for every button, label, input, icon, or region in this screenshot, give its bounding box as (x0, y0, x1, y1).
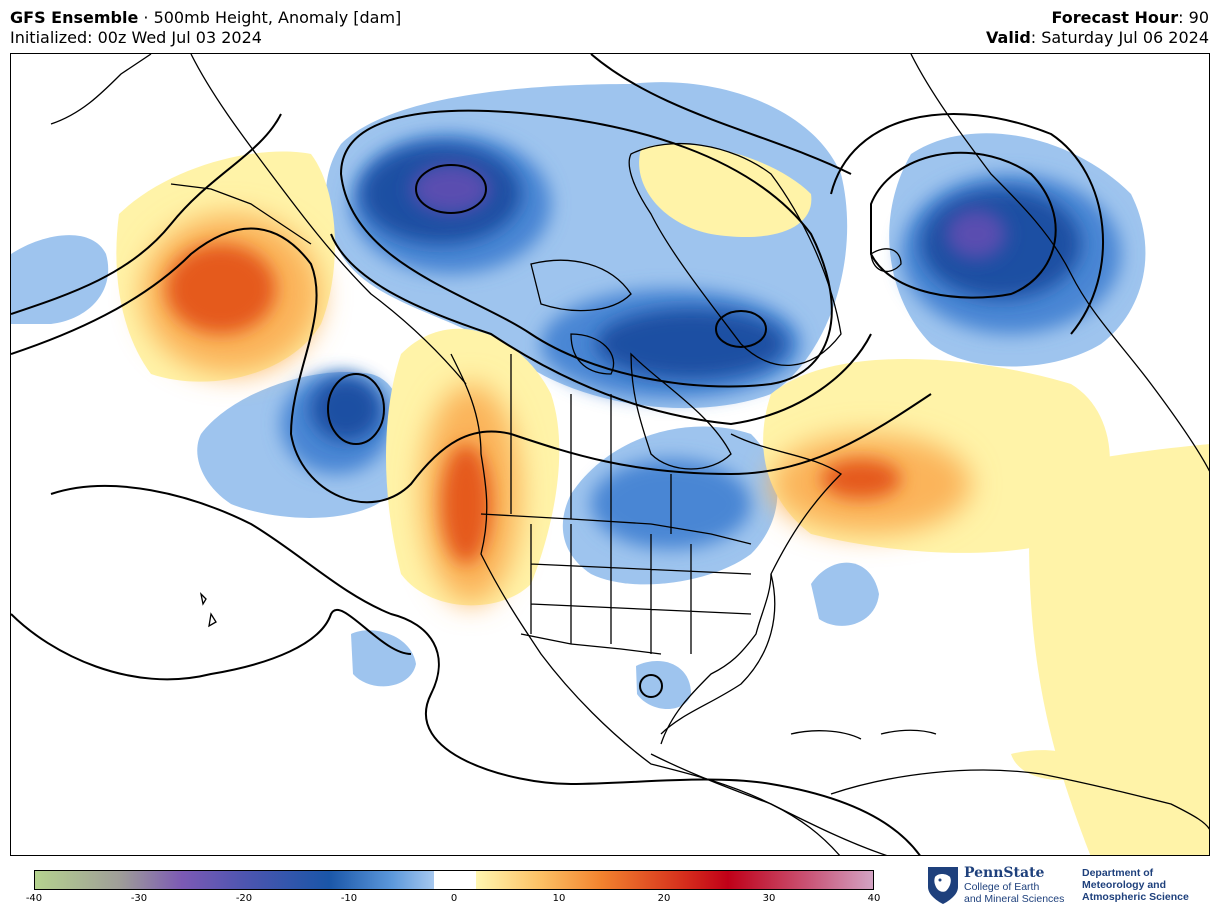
contour-low-arctic (415, 164, 488, 214)
contour-europe-2 (830, 113, 1105, 335)
anomaly-blob-atlantic (811, 562, 879, 626)
coast-caribbean (790, 729, 937, 740)
anomaly-blob-gulf (636, 661, 691, 709)
coast-aleutians (170, 183, 312, 245)
psu-logo: PennState College of Earth and Mineral S… (926, 863, 1216, 913)
header-left: GFS Ensemble · 500mb Height, Anomaly [da… (10, 8, 401, 48)
colorbar-tick: 10 (552, 893, 566, 904)
forecast-hour-line: Forecast Hour: 90 (986, 8, 1209, 28)
model-name: GFS Ensemble (10, 8, 139, 27)
valid-label: Valid (986, 28, 1031, 47)
colorbar-svg (35, 871, 873, 889)
coast-south-america (830, 769, 1209, 830)
contour-polar-2 (330, 54, 872, 426)
contour-subtropical-south (11, 609, 412, 681)
contour-low-gulf (639, 674, 664, 698)
colorbar-tick: 20 (657, 893, 671, 904)
colorbar-tick: 0 (450, 893, 458, 904)
contour-low-pacific (327, 373, 386, 445)
coast-greenland (628, 143, 842, 366)
contour-midlat-1 (11, 227, 932, 504)
border-us-mexico (520, 633, 662, 655)
positive-anomaly-layer (116, 144, 1209, 855)
init-time: Initialized: 00z Wed Jul 03 2024 (10, 28, 262, 47)
colorbar-tick: -30 (130, 893, 148, 904)
anomaly-blob-mexico-pacific (351, 630, 416, 687)
department-line: Department of (1082, 867, 1154, 879)
department-name: Department of Meteorology and Atmospheri… (1082, 867, 1189, 903)
map-panel (10, 53, 1210, 856)
height-contours (11, 54, 1105, 855)
contour-subtropical (50, 484, 921, 855)
coast-hudson-bay (630, 352, 732, 470)
forecast-hour-value: : 90 (1178, 8, 1209, 27)
colorbar-tick: 30 (762, 893, 776, 904)
nittany-lion-shield-icon (928, 867, 958, 904)
coast-alaska (50, 54, 467, 385)
coast-europe (910, 54, 1209, 472)
neg-deep-core (411, 164, 1006, 259)
title-line: GFS Ensemble · 500mb Height, Anomaly [da… (10, 8, 401, 28)
map-svg (11, 54, 1209, 855)
colorbar-tick: -20 (235, 893, 253, 904)
colorbar-tick: 40 (867, 893, 881, 904)
pos-dark-core (166, 244, 901, 564)
coast-central-america (650, 753, 841, 855)
coast-hawaii (199, 592, 217, 628)
anomaly-blob-greenland (639, 144, 812, 238)
valid-value: : Saturday Jul 06 2024 (1030, 28, 1209, 47)
coast-canada-east (660, 433, 843, 735)
anomaly-blob-nw-pacific (11, 235, 109, 324)
coast-arctic-islands (530, 259, 632, 375)
header-right: Forecast Hour: 90 Valid: Saturday Jul 06… (986, 8, 1209, 48)
colorbar (34, 870, 874, 890)
psu-college: College of Earth and Mineral Sciences (964, 881, 1064, 905)
colorbar-gradient (35, 871, 873, 889)
department-line: Meteorology and (1082, 879, 1167, 891)
department-line: Atmospheric Science (1082, 891, 1189, 903)
colorbar-tick: -40 (25, 893, 43, 904)
contour-polar-1 (339, 109, 833, 388)
coast-iceland (870, 248, 902, 273)
valid-line: Valid: Saturday Jul 06 2024 (986, 28, 1209, 48)
border-us-states (530, 524, 752, 654)
psu-name: PennState (964, 865, 1045, 881)
colorbar-tick: -10 (340, 893, 358, 904)
contour-midlat-2 (11, 113, 282, 315)
contour-low-hudson (715, 310, 768, 348)
border-us-canada (480, 513, 752, 545)
anomaly-blob-east-atlantic (1029, 444, 1209, 855)
psu-college-line: and Mineral Sciences (964, 893, 1065, 905)
field-name: · 500mb Height, Anomaly [dam] (138, 8, 402, 27)
forecast-hour-label: Forecast Hour (1051, 8, 1179, 27)
coast-us-east (660, 573, 772, 745)
psu-college-line: College of Earth (964, 881, 1040, 893)
contour-europe-1 (870, 151, 1057, 299)
